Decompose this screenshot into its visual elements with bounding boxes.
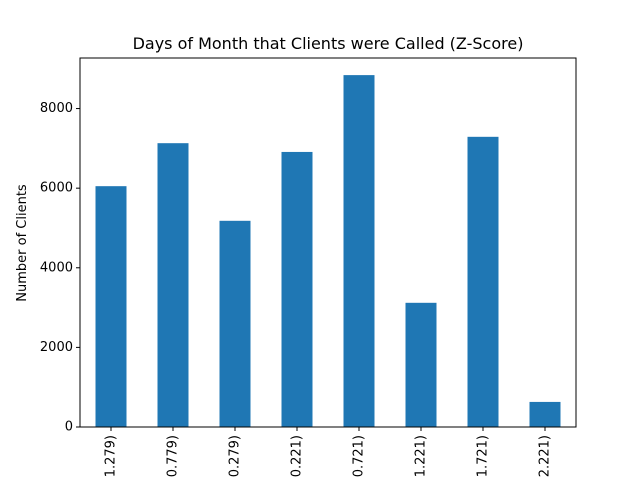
x-tick-label-5: 1.221) bbox=[414, 435, 429, 477]
bar-7 bbox=[529, 401, 561, 427]
y-tick-label-1: 2000 bbox=[40, 340, 73, 355]
y-tick-label-4: 8000 bbox=[40, 101, 73, 116]
x-axis: 1.279) 0.779) 0.279) 0.221) 0.721) 1.221) 1.72… bbox=[104, 427, 553, 477]
bar-2 bbox=[219, 220, 251, 427]
y-tick-label-2: 4000 bbox=[40, 260, 73, 275]
bar-0 bbox=[95, 186, 127, 427]
bars-group bbox=[95, 75, 561, 428]
x-tick-label-6: 1.721) bbox=[476, 435, 491, 477]
bar-3 bbox=[281, 151, 313, 427]
x-tick-label-3: 0.221) bbox=[290, 435, 305, 477]
y-axis-label: Number of Clients bbox=[15, 184, 30, 302]
x-tick-label-1: 0.779) bbox=[166, 435, 181, 477]
bar-5 bbox=[405, 302, 437, 427]
x-tick-label-7: 2.221) bbox=[538, 435, 553, 477]
plot-frame bbox=[79, 57, 577, 428]
x-tick-label-0: 1.279) bbox=[104, 435, 119, 477]
x-tick-label-4: 0.721) bbox=[352, 435, 367, 477]
bar-1 bbox=[157, 143, 189, 428]
y-tick-label-0: 0 bbox=[65, 420, 73, 435]
y-tick-label-3: 6000 bbox=[40, 181, 73, 196]
bar-6 bbox=[467, 136, 499, 427]
x-tick-label-2: 0.279) bbox=[228, 435, 243, 477]
chart-title: Days of Month that Clients were Called (… bbox=[133, 34, 524, 53]
y-axis: 0 2000 4000 6000 8000 bbox=[40, 101, 80, 435]
bar-4 bbox=[343, 75, 375, 427]
